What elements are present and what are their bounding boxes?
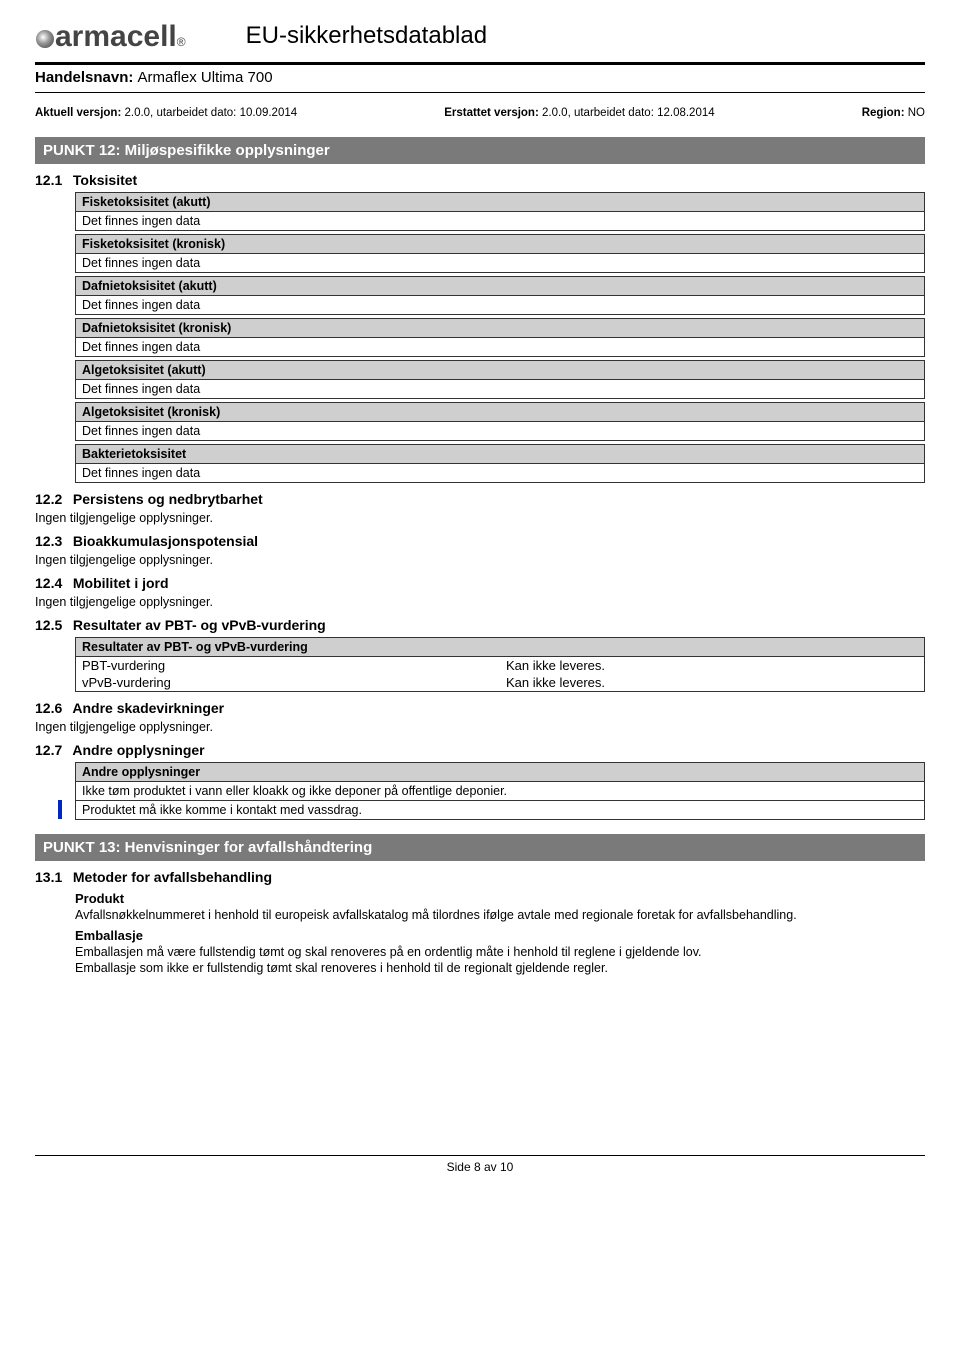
subsection-13-1: 13.1 Metoder for avfallsbehandling [35,869,925,885]
subsection-12-2-title: Persistens og nedbrytbarhet [73,491,263,507]
produkt-label: Produkt [75,891,925,906]
pbt-row-label: PBT-vurdering [76,657,500,674]
tox-box-body: Det finnes ingen data [76,296,924,314]
current-version: Aktuell versjon: 2.0.0, utarbeidet dato:… [35,107,297,119]
section-12-header: PUNKT 12: Miljøspesifikke opplysninger [35,137,925,164]
tox-box-header: Fisketoksisitet (kronisk) [76,235,924,254]
produkt-text: Avfallsnøkkelnummeret i henhold til euro… [75,908,925,922]
region: Region: NO [862,107,925,119]
subsection-12-5-title: Resultater av PBT- og vPvB-vurdering [73,617,326,633]
replaced-version: Erstattet versjon: 2.0.0, utarbeidet dat… [444,107,714,119]
other-info-box-container: Andre opplysninger Ikke tøm produktet i … [75,762,925,820]
tox-box: Dafnietoksisitet (akutt) Det finnes inge… [75,276,925,315]
tox-box-header: Dafnietoksisitet (kronisk) [76,319,924,338]
document-header: armacell® EU-sikkerhetsdatablad [35,20,925,65]
pbt-box: Resultater av PBT- og vPvB-vurdering PBT… [75,637,925,692]
tox-box-body: Det finnes ingen data [76,212,924,230]
tox-box: Algetoksisitet (kronisk) Det finnes inge… [75,402,925,441]
trade-name-label: Handelsnavn: [35,69,133,86]
subsection-12-6-num: 12.6 [35,700,69,716]
toxicity-boxes: Fisketoksisitet (akutt) Det finnes ingen… [75,192,925,483]
region-value: NO [908,107,925,119]
registered-mark: ® [177,35,186,49]
pbt-box-container: Resultater av PBT- og vPvB-vurdering PBT… [75,637,925,692]
trade-name-value: Armaflex Ultima 700 [138,69,273,86]
tox-box: Algetoksisitet (akutt) Det finnes ingen … [75,360,925,399]
change-bar: Produktet må ikke komme i kontakt med va… [58,800,924,819]
emballasje-label: Emballasje [75,928,925,943]
vpvb-row-label: vPvB-vurdering [76,674,500,691]
other-info-line1: Ikke tøm produktet i vann eller kloakk o… [76,782,924,800]
subsection-12-3: 12.3 Bioakkumulasjonspotensial [35,533,925,549]
subsection-12-4: 12.4 Mobilitet i jord [35,575,925,591]
tox-box: Fisketoksisitet (akutt) Det finnes ingen… [75,192,925,231]
subsection-12-6: 12.6 Andre skadevirkninger [35,700,925,716]
subsection-12-2-body: Ingen tilgjengelige opplysninger. [35,511,925,525]
subsection-13-1-title: Metoder for avfallsbehandling [73,869,272,885]
logo-globe-icon [36,30,54,48]
subsection-12-4-num: 12.4 [35,575,69,591]
subsection-12-3-num: 12.3 [35,533,69,549]
subsection-12-6-body: Ingen tilgjengelige opplysninger. [35,720,925,734]
subsection-12-2-num: 12.2 [35,491,69,507]
tox-box: Bakterietoksisitet Det finnes ingen data [75,444,925,483]
tox-box-header: Fisketoksisitet (akutt) [76,193,924,212]
tox-box-body: Det finnes ingen data [76,422,924,440]
tox-box-header: Bakterietoksisitet [76,445,924,464]
subsection-12-7: 12.7 Andre opplysninger [35,742,925,758]
brand-logo: armacell® [35,20,186,54]
subsection-12-1: 12.1 Toksisitet [35,172,925,188]
vpvb-row-value: Kan ikke leveres. [500,674,924,691]
other-info-line2: Produktet må ikke komme i kontakt med va… [76,800,924,819]
version-info-row: Aktuell versjon: 2.0.0, utarbeidet dato:… [35,107,925,119]
subsection-12-7-title: Andre opplysninger [72,742,204,758]
document-title: EU-sikkerhetsdatablad [246,22,487,50]
pbt-box-header: Resultater av PBT- og vPvB-vurdering [76,638,924,657]
subsection-13-1-num: 13.1 [35,869,69,885]
current-version-label: Aktuell versjon: [35,107,121,119]
subsection-12-2: 12.2 Persistens og nedbrytbarhet [35,491,925,507]
tox-box-body: Det finnes ingen data [76,254,924,272]
current-version-value: 2.0.0, utarbeidet dato: 10.09.2014 [124,107,297,119]
other-info-box-header: Andre opplysninger [76,763,924,782]
pbt-row-value: Kan ikke leveres. [500,657,924,674]
tox-box-header: Dafnietoksisitet (akutt) [76,277,924,296]
subsection-12-3-title: Bioakkumulasjonspotensial [73,533,258,549]
section-13-header: PUNKT 13: Henvisninger for avfallshåndte… [35,834,925,861]
subsection-12-6-title: Andre skadevirkninger [72,700,224,716]
subsection-12-5: 12.5 Resultater av PBT- og vPvB-vurderin… [35,617,925,633]
subsection-12-1-title: Toksisitet [73,172,137,188]
subsection-12-3-body: Ingen tilgjengelige opplysninger. [35,553,925,567]
other-info-box: Andre opplysninger Ikke tøm produktet i … [75,762,925,820]
trade-name-row: Handelsnavn: Armaflex Ultima 700 [35,69,925,93]
tox-box-header: Algetoksisitet (kronisk) [76,403,924,422]
vpvb-row: vPvB-vurdering Kan ikke leveres. [76,674,924,691]
tox-box-body: Det finnes ingen data [76,464,924,482]
section-13-content: Produkt Avfallsnøkkelnummeret i henhold … [75,891,925,975]
tox-box: Dafnietoksisitet (kronisk) Det finnes in… [75,318,925,357]
page-footer: Side 8 av 10 [35,1155,925,1174]
subsection-12-1-num: 12.1 [35,172,69,188]
region-label: Region: [862,107,905,119]
pbt-row: PBT-vurdering Kan ikke leveres. [76,657,924,674]
emballasje-text-2: Emballasje som ikke er fullstendig tømt … [75,961,925,975]
page-number: Side 8 av 10 [447,1160,514,1174]
emballasje-text-1: Emballasjen må være fullstendig tømt og … [75,945,925,959]
tox-box-body: Det finnes ingen data [76,338,924,356]
subsection-12-5-num: 12.5 [35,617,69,633]
replaced-version-label: Erstattet versjon: [444,107,539,119]
tox-box-header: Algetoksisitet (akutt) [76,361,924,380]
tox-box-body: Det finnes ingen data [76,380,924,398]
subsection-12-4-title: Mobilitet i jord [73,575,169,591]
tox-box: Fisketoksisitet (kronisk) Det finnes ing… [75,234,925,273]
subsection-12-7-num: 12.7 [35,742,69,758]
replaced-version-value: 2.0.0, utarbeidet dato: 12.08.2014 [542,107,715,119]
subsection-12-4-body: Ingen tilgjengelige opplysninger. [35,595,925,609]
logo-text: armacell [55,20,177,54]
